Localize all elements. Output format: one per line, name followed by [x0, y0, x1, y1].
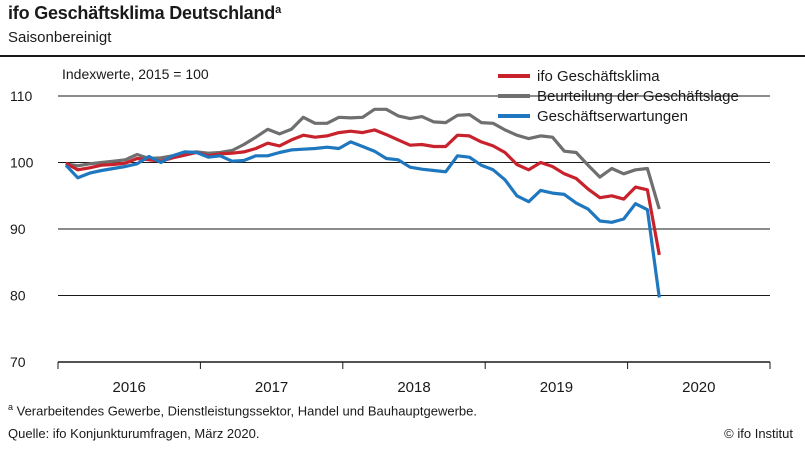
y-tick-label-100: 100	[10, 155, 34, 171]
y-tick-label-80: 80	[10, 288, 26, 304]
y-tick-labels: 70 80 90 100 110	[10, 88, 34, 370]
legend-label-0: ifo Geschäftsklima	[537, 68, 660, 85]
series-lines	[64, 107, 661, 298]
title-divider	[0, 55, 805, 57]
series-line-2	[64, 140, 661, 298]
legend-label-2: Geschäftserwartungen	[537, 108, 688, 125]
legend-label-1: Beurteilung der Geschäftslage	[537, 88, 739, 105]
chart-title-text: ifo Geschäftsklima Deutschland	[8, 3, 276, 23]
x-tick-label-2017: 2017	[255, 379, 288, 396]
footnote: a Verarbeitendes Gewerbe, Dienstleistung…	[8, 402, 477, 418]
chart-subtitle: Saisonbereinigt	[8, 29, 112, 46]
y-tick-label-90: 90	[10, 221, 26, 237]
x-tick-label-2020: 2020	[682, 379, 715, 396]
series-line-1	[65, 107, 661, 210]
source-note: Quelle: ifo Konjunkturumfragen, März 202…	[8, 426, 260, 441]
x-tick-label-2016: 2016	[113, 379, 146, 396]
legend: ifo Geschäftsklima Beurteilung der Geschä…	[498, 68, 739, 125]
line-chart: 70 80 90 100 110 2016 2017 2018 2019 2020 Indexw…	[10, 66, 771, 396]
y-tick-label-110: 110	[10, 88, 33, 104]
footnote-mark: a	[8, 402, 14, 412]
chart-annotation: Indexwerte, 2015 = 100	[62, 66, 209, 82]
chart-title: ifo Geschäftsklima Deutschlanda	[8, 3, 281, 24]
x-axis: 2016 2017 2018 2019 2020	[57, 361, 771, 396]
y-tick-label-70: 70	[10, 354, 26, 370]
y-gridlines	[58, 95, 770, 296]
series-line-0	[65, 128, 661, 256]
title-footnote-mark: a	[275, 4, 281, 16]
x-tick-label-2018: 2018	[397, 379, 430, 396]
footnote-text: Verarbeitendes Gewerbe, Dienstleistungss…	[13, 403, 477, 419]
x-tick-label-2019: 2019	[540, 379, 573, 396]
copyright: © ifo Institut	[724, 426, 793, 441]
